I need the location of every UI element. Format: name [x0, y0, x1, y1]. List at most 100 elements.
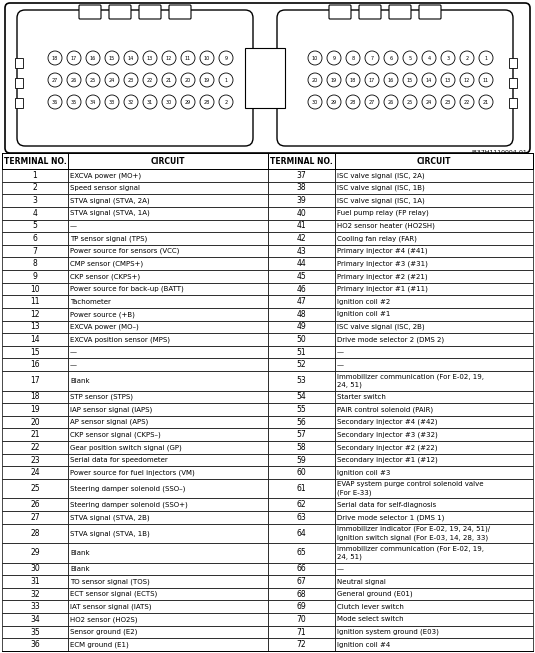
Text: TERMINAL NO.: TERMINAL NO.	[270, 157, 333, 165]
Text: Immobilizer indicator (For E-02, 19, 24, 51)/: Immobilizer indicator (For E-02, 19, 24,…	[337, 526, 490, 532]
Text: 54: 54	[296, 392, 307, 402]
Bar	[268, 575, 335, 588]
Bar	[68, 543, 268, 563]
Text: 17: 17	[71, 56, 77, 61]
Text: 24, 51): 24, 51)	[337, 382, 362, 389]
Bar	[2, 333, 68, 346]
Text: 24: 24	[426, 99, 432, 104]
Text: 71: 71	[297, 628, 307, 637]
Text: 15: 15	[109, 56, 115, 61]
Text: CKP sensor (CKPS+): CKP sensor (CKPS+)	[70, 273, 140, 279]
Text: 12: 12	[30, 310, 40, 319]
Text: 23: 23	[445, 99, 451, 104]
FancyBboxPatch shape	[277, 10, 513, 146]
Text: Secondary injector #2 (#22): Secondary injector #2 (#22)	[337, 444, 438, 451]
Bar	[15, 78, 23, 88]
Bar	[268, 479, 335, 498]
Text: Fuel pump relay (FP relay): Fuel pump relay (FP relay)	[337, 210, 429, 216]
Text: 23: 23	[30, 456, 40, 464]
Text: CIRCUIT: CIRCUIT	[417, 157, 451, 165]
Text: 15: 15	[407, 78, 413, 82]
Bar	[268, 283, 335, 295]
Text: ECM ground (E1): ECM ground (E1)	[70, 641, 129, 648]
Bar	[2, 295, 68, 308]
Text: STVA signal (STVA, 2B): STVA signal (STVA, 2B)	[70, 514, 150, 520]
Bar	[335, 498, 533, 511]
Text: (For E-33): (For E-33)	[337, 490, 371, 496]
Bar	[68, 333, 268, 346]
Text: 21: 21	[30, 430, 40, 439]
Text: 62: 62	[297, 500, 307, 509]
Text: Primary injector #2 (#21): Primary injector #2 (#21)	[337, 273, 427, 279]
Bar	[2, 428, 68, 441]
Text: Ignition coil #2: Ignition coil #2	[337, 298, 390, 305]
Bar	[68, 498, 268, 511]
Bar	[2, 466, 68, 479]
Text: 11: 11	[185, 56, 191, 61]
Text: 33: 33	[30, 602, 40, 611]
Text: 68: 68	[297, 590, 307, 599]
Text: CMP sensor (CMPS+): CMP sensor (CMPS+)	[70, 261, 143, 267]
Text: 10: 10	[30, 285, 40, 293]
Text: General ground (E01): General ground (E01)	[337, 591, 412, 597]
Text: 64: 64	[296, 529, 307, 538]
Text: Secondary injector #1 (#12): Secondary injector #1 (#12)	[337, 457, 438, 463]
Text: 53: 53	[296, 376, 307, 385]
Bar	[68, 403, 268, 416]
Bar	[335, 308, 533, 321]
Text: 10: 10	[312, 56, 318, 61]
Bar	[268, 428, 335, 441]
Bar	[2, 601, 68, 613]
Text: Blank: Blank	[70, 566, 90, 572]
Bar	[2, 257, 68, 270]
Text: 6: 6	[389, 56, 393, 61]
Text: Clutch lever switch: Clutch lever switch	[337, 604, 404, 610]
Bar	[335, 371, 533, 390]
Text: Immobilizer communication (For E-02, 19,: Immobilizer communication (For E-02, 19,	[337, 545, 484, 552]
Text: 47: 47	[296, 297, 307, 306]
Text: Tachometer: Tachometer	[70, 298, 111, 305]
Text: 16: 16	[30, 360, 40, 370]
Text: 4: 4	[33, 209, 37, 217]
Text: 22: 22	[464, 99, 470, 104]
Text: Mode select switch: Mode select switch	[337, 616, 403, 622]
Text: 35: 35	[30, 628, 40, 637]
Text: 57: 57	[296, 430, 307, 439]
Text: 41: 41	[297, 221, 307, 231]
Text: 44: 44	[296, 259, 307, 268]
Bar	[268, 270, 335, 283]
Bar	[2, 563, 68, 575]
Text: Drive mode selector 1 (DMS 1): Drive mode selector 1 (DMS 1)	[337, 514, 445, 520]
Text: 8: 8	[33, 259, 37, 268]
Text: HO2 sensor (HO2S): HO2 sensor (HO2S)	[70, 616, 137, 623]
FancyBboxPatch shape	[17, 10, 253, 146]
Bar	[335, 321, 533, 333]
Text: 43: 43	[296, 247, 307, 255]
Text: 26: 26	[30, 500, 40, 509]
Text: 36: 36	[30, 640, 40, 649]
Text: Gear position switch signal (GP): Gear position switch signal (GP)	[70, 444, 182, 451]
Bar	[268, 403, 335, 416]
Text: 11: 11	[483, 78, 489, 82]
Text: 32: 32	[128, 99, 134, 104]
Bar	[68, 601, 268, 613]
Bar	[2, 270, 68, 283]
Bar	[68, 321, 268, 333]
Bar	[2, 416, 68, 428]
Text: 7: 7	[370, 56, 373, 61]
Text: 10: 10	[204, 56, 210, 61]
Bar	[268, 563, 335, 575]
Text: Ignition coil #4: Ignition coil #4	[337, 642, 390, 648]
FancyBboxPatch shape	[359, 5, 381, 19]
Text: 28: 28	[30, 529, 40, 538]
Text: 20: 20	[30, 418, 40, 426]
Text: EXCVA power (MO+): EXCVA power (MO+)	[70, 172, 141, 178]
Bar	[2, 479, 68, 498]
Text: IAT sensor signal (IATS): IAT sensor signal (IATS)	[70, 603, 151, 610]
Bar	[68, 466, 268, 479]
Text: STVA signal (STVA, 1A): STVA signal (STVA, 1A)	[70, 210, 150, 216]
Text: 38: 38	[297, 183, 307, 193]
Text: Primary injector #3 (#31): Primary injector #3 (#31)	[337, 261, 428, 267]
Bar	[335, 613, 533, 626]
Text: 17: 17	[369, 78, 375, 82]
